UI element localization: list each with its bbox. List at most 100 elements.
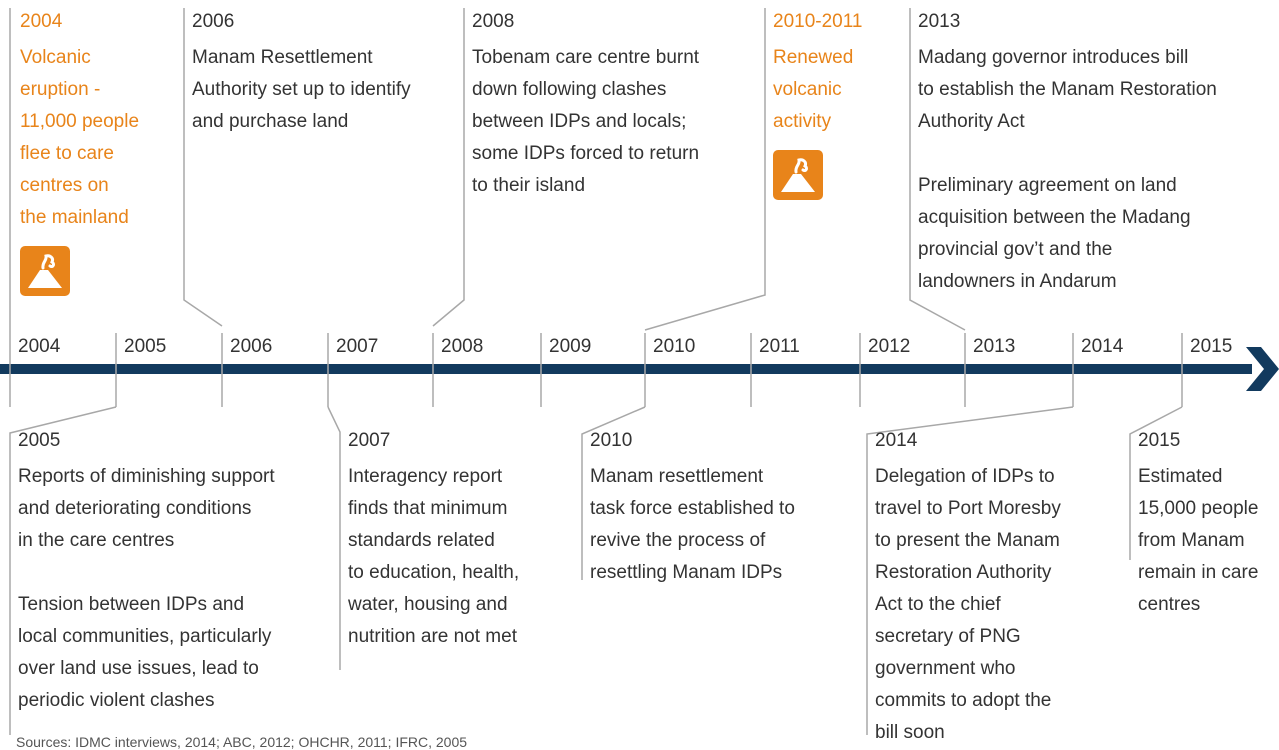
event-connector — [866, 406, 1074, 735]
event-text-line: task force established to — [590, 498, 795, 519]
year-label: 2005 — [124, 336, 167, 357]
timeline-axis — [0, 364, 1252, 374]
event-text-line: and purchase land — [192, 111, 349, 132]
event-block: 2010-2011 Renewed volcanic activity — [773, 6, 862, 211]
timeline-arrowhead — [1246, 347, 1279, 391]
event-text-line: between IDPs and locals; — [472, 111, 687, 132]
icon-mountain — [28, 270, 62, 288]
event-text-line: provincial gov’t and the — [918, 239, 1113, 260]
event-text-line: remain in care — [1138, 562, 1259, 583]
year-label: 2014 — [1081, 336, 1124, 357]
event-text-line: 15,000 people — [1138, 498, 1259, 519]
year-label: 2012 — [868, 336, 911, 357]
year-label: 2009 — [549, 336, 592, 357]
event-text-line: some IDPs forced to return — [472, 143, 700, 164]
event-connector — [327, 406, 341, 670]
event-text-line: bill soon — [875, 722, 945, 743]
icon-smoke — [794, 158, 808, 174]
year-label: 2011 — [759, 336, 800, 357]
event-year: 2013 — [918, 11, 961, 32]
event-year: 2008 — [472, 11, 515, 32]
event-text-line: volcanic — [773, 79, 842, 100]
icon-smoke — [41, 254, 55, 270]
event-text-line: the mainland — [20, 207, 129, 228]
volcano-icon — [20, 246, 70, 296]
event-text-line: Authority set up to identify — [192, 79, 411, 100]
event-text-line: commits to adopt the — [875, 690, 1052, 711]
event-year: 2010 — [590, 430, 633, 451]
year-label: 2004 — [18, 336, 61, 357]
event-block: 2010 Manam resettlement task force establi… — [590, 425, 795, 589]
event-block: 2005 Reports of diminishing support and de… — [18, 425, 275, 717]
event-text-line: eruption - — [20, 79, 101, 100]
year-label: 2006 — [230, 336, 273, 357]
event-text-line: local communities, particularly — [18, 626, 272, 647]
event-text-line: travel to Port Moresby — [875, 498, 1061, 519]
event-block: 2014 Delegation of IDPs to travel to Port … — [875, 425, 1061, 749]
year-label: 2015 — [1190, 336, 1233, 357]
event-block: 2007 Interagency report finds that minimum… — [348, 425, 519, 653]
event-text-line: Preliminary agreement on land — [918, 175, 1177, 196]
event-block: 2004 Volcanic eruption - 11,000 people flee … — [20, 6, 139, 307]
event-block: 2006 Manam Resettlement Authority set up t… — [192, 6, 411, 138]
event-year: 2007 — [348, 430, 391, 451]
event-text-line: Manam Resettlement — [192, 47, 373, 68]
event-text-line: landowners in Andarum — [918, 271, 1117, 292]
event-text-line: flee to care — [20, 143, 114, 164]
event-text-line: to establish the Manam Restoration — [918, 79, 1217, 100]
event-block: 2008 Tobenam care centre burnt down follow… — [472, 6, 699, 202]
event-text-line: Authority Act — [918, 111, 1025, 132]
icon-mountain — [781, 174, 815, 192]
event-year: 2006 — [192, 11, 235, 32]
event-text-line: centres on — [20, 175, 109, 196]
year-label: 2010 — [653, 336, 696, 357]
event-text-line: Estimated — [1138, 466, 1223, 487]
event-text-line: Restoration Authority — [875, 562, 1052, 583]
event-text-line: Renewed — [773, 47, 854, 68]
paragraph-gap — [18, 557, 275, 589]
event-text-line: government who — [875, 658, 1016, 679]
event-year: 2014 — [875, 430, 918, 451]
event-text-line: Tobenam care centre burnt — [472, 47, 700, 68]
event-text-line: in the care centres — [18, 530, 175, 551]
event-connector — [183, 8, 223, 327]
year-label: 2013 — [973, 336, 1016, 357]
event-text-line: revive the process of — [590, 530, 766, 551]
event-connector — [644, 8, 766, 331]
event-text-line: Volcanic — [20, 47, 91, 68]
event-text-line: to education, health, — [348, 562, 520, 583]
event-text-line: down following clashes — [472, 79, 667, 100]
event-year: 2004 — [20, 11, 63, 32]
event-text-line: finds that minimum — [348, 498, 508, 519]
event-connector — [909, 8, 966, 331]
event-text-line: to their island — [472, 175, 586, 196]
event-text-line: Madang governor introduces bill — [918, 47, 1189, 68]
event-text-line: Delegation of IDPs to — [875, 466, 1055, 487]
event-year: 2015 — [1138, 430, 1181, 451]
event-text-line: water, housing and — [348, 594, 508, 615]
event-text-line: secretary of PNG — [875, 626, 1021, 647]
event-connector — [432, 8, 465, 327]
event-text-line: Tension between IDPs and — [18, 594, 245, 615]
event-text-line: resettling Manam IDPs — [590, 562, 783, 583]
event-block: 2013 Madang governor introduces bill to es… — [918, 6, 1217, 298]
event-text-line: activity — [773, 111, 832, 132]
event-block: 2015 Estimated 15,000 people from Manam rema… — [1138, 425, 1258, 621]
year-label: 2007 — [336, 336, 379, 357]
event-text-line: and deteriorating conditions — [18, 498, 252, 519]
event-text-line: nutrition are not met — [348, 626, 517, 647]
event-year: 2005 — [18, 430, 61, 451]
source-note: Sources: IDMC interviews, 2014; ABC, 201… — [16, 734, 468, 750]
event-text-line: centres — [1138, 594, 1201, 615]
event-text-line: Manam resettlement — [590, 466, 764, 487]
event-text-line: to present the Manam — [875, 530, 1060, 551]
event-text-line: over land use issues, lead to — [18, 658, 259, 679]
event-connector — [1129, 406, 1183, 560]
event-year: 2010-2011 — [773, 11, 863, 32]
event-text-line: Interagency report — [348, 466, 503, 487]
event-text-line: acquisition between the Madang — [918, 207, 1191, 228]
event-text-line: periodic violent clashes — [18, 690, 215, 711]
event-connector — [581, 406, 646, 580]
